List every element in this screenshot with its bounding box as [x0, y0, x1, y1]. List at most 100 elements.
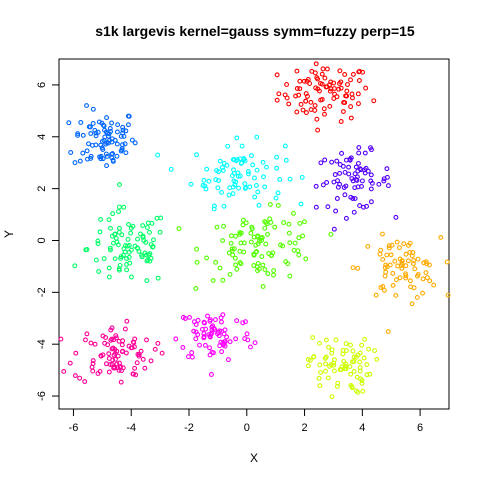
data-point: [225, 143, 231, 149]
data-point: [193, 322, 199, 327]
data-point: [216, 169, 221, 175]
data-point: [262, 225, 268, 231]
data-point: [362, 150, 368, 156]
data-point: [263, 241, 269, 247]
data-point: [351, 354, 357, 360]
data-point: [228, 233, 234, 239]
data-point: [327, 363, 333, 369]
data-point: [303, 110, 309, 116]
data-point: [237, 156, 243, 162]
data-point: [194, 259, 200, 265]
data-point: [343, 341, 349, 346]
data-point: [322, 75, 328, 81]
data-point: [112, 365, 118, 371]
data-point: [355, 91, 361, 97]
data-point: [334, 384, 340, 389]
data-point: [99, 138, 105, 144]
data-point: [84, 148, 90, 154]
data-point: [228, 240, 234, 246]
data-point: [255, 261, 261, 266]
data-point: [251, 263, 257, 268]
data-point: [226, 250, 232, 256]
data-point: [215, 185, 221, 191]
data-point: [120, 348, 126, 354]
data-point: [333, 337, 339, 343]
x-tick-label: -4: [126, 422, 136, 434]
data-point: [230, 157, 236, 163]
data-point: [329, 350, 335, 356]
data-point: [363, 165, 369, 171]
data-point: [298, 101, 304, 107]
data-point: [420, 290, 426, 296]
data-point: [275, 203, 281, 208]
data-point: [438, 234, 444, 240]
data-point: [207, 334, 213, 340]
data-point: [98, 156, 104, 162]
data-point: [195, 317, 201, 323]
data-point: [213, 177, 219, 183]
data-point: [85, 156, 90, 162]
data-point: [122, 326, 128, 332]
data-point: [315, 127, 321, 133]
data-point: [108, 337, 114, 343]
data-point: [296, 92, 302, 98]
data-point: [389, 242, 395, 248]
data-point: [405, 258, 411, 264]
data-point: [117, 182, 122, 188]
data-point: [114, 141, 120, 147]
data-point: [140, 223, 146, 228]
data-point: [297, 78, 303, 84]
x-axis-label: X: [250, 451, 258, 465]
data-point: [338, 119, 344, 124]
data-point: [339, 150, 345, 156]
data-point: [121, 204, 127, 210]
data-point: [252, 194, 258, 200]
data-point: [390, 270, 396, 276]
data-point: [407, 240, 413, 246]
data-point: [303, 98, 309, 104]
data-point: [331, 368, 337, 374]
data-point: [113, 356, 118, 362]
data-point: [296, 252, 302, 258]
data-point: [90, 368, 96, 374]
data-point: [342, 192, 348, 198]
data-point: [254, 134, 260, 140]
data-point: [213, 317, 218, 323]
data-point: [95, 238, 101, 244]
y-tick-label: 2: [36, 186, 48, 192]
data-point: [138, 231, 143, 237]
data-point: [320, 182, 326, 188]
data-point: [132, 336, 138, 342]
data-point: [110, 345, 116, 351]
data-point: [274, 97, 280, 103]
data-point: [367, 371, 373, 377]
data-point: [143, 252, 149, 258]
data-point: [318, 160, 324, 166]
data-point: [86, 124, 92, 130]
data-point: [273, 195, 279, 201]
data-point: [221, 223, 227, 229]
y-tick-label: 4: [36, 134, 48, 140]
data-point: [274, 165, 280, 171]
data-point: [260, 284, 266, 289]
data-point: [348, 342, 353, 348]
data-point: [311, 354, 317, 360]
data-point: [126, 242, 132, 248]
data-point: [297, 86, 303, 92]
data-point: [128, 230, 134, 236]
data-point: [407, 249, 413, 255]
data-point: [259, 254, 265, 259]
data-point: [83, 247, 89, 253]
data-point: [173, 336, 179, 342]
data-point: [314, 75, 320, 81]
data-point: [204, 166, 210, 172]
data-point: [394, 239, 400, 245]
data-point: [386, 243, 392, 249]
data-point: [234, 135, 240, 141]
data-point: [201, 334, 207, 340]
data-point: [95, 371, 101, 376]
data-point: [412, 266, 418, 272]
data-point: [261, 174, 266, 180]
data-point: [84, 331, 90, 337]
data-point: [154, 215, 160, 221]
